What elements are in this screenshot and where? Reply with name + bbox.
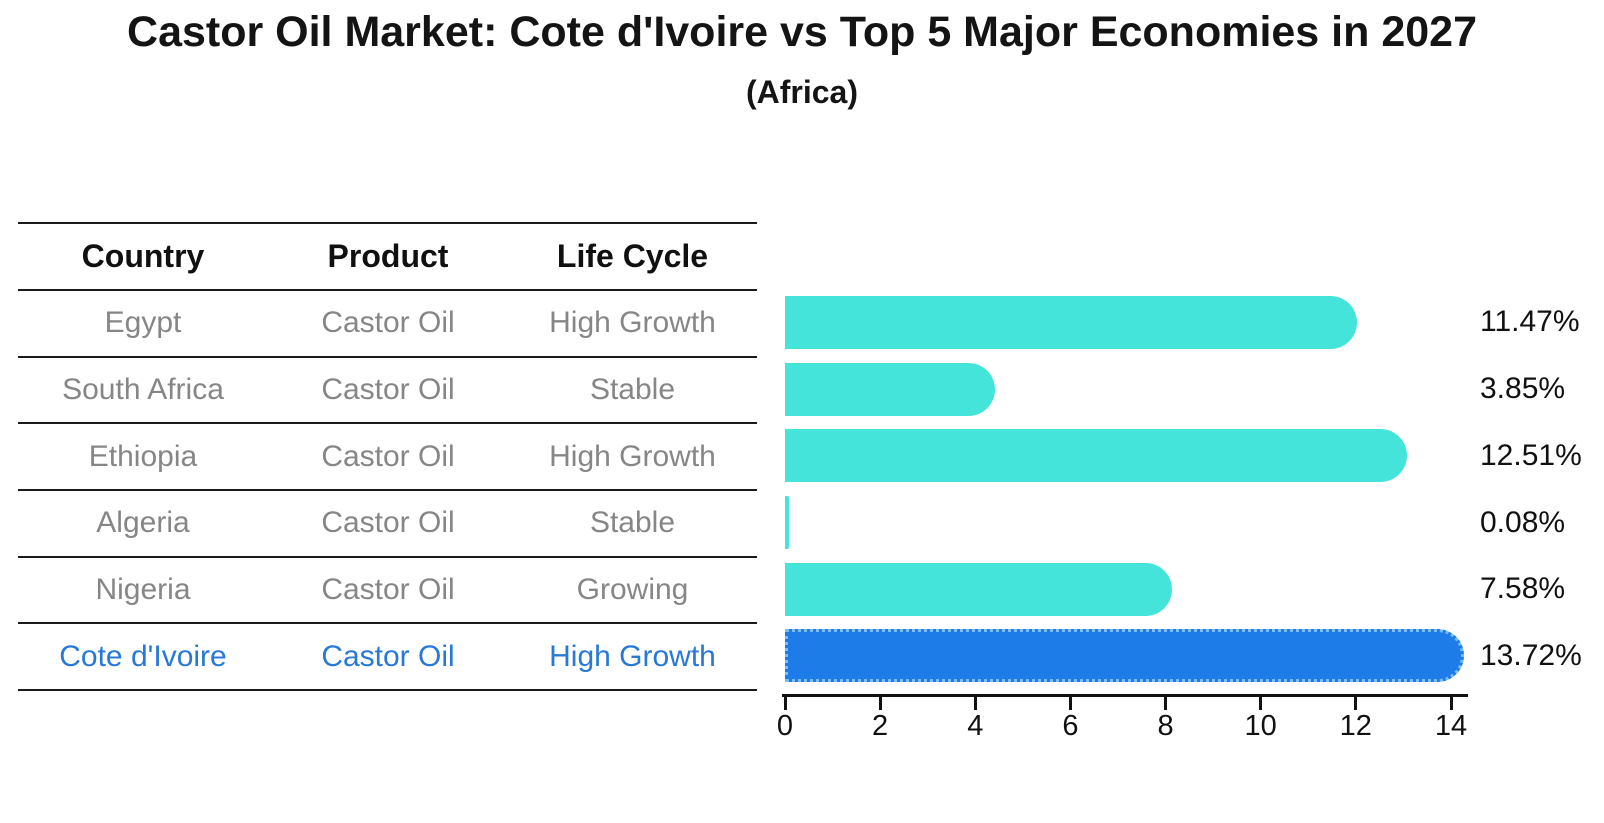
x-tick bbox=[1164, 697, 1168, 710]
value-label: 7.58% bbox=[1480, 572, 1566, 606]
value-label: 11.47% bbox=[1480, 305, 1580, 339]
table-cell: Cote d'Ivoire bbox=[59, 639, 227, 673]
x-tick bbox=[1449, 697, 1453, 710]
table-cell: High Growth bbox=[549, 439, 716, 473]
table-cell: Growing bbox=[576, 573, 689, 607]
table-row: Cote d'Ivoire Castor Oil High Growth bbox=[18, 622, 757, 689]
x-tick-label: 0 bbox=[776, 710, 794, 742]
table-header-cell: Country bbox=[81, 238, 205, 274]
chart-subtitle: (Africa) bbox=[745, 74, 858, 110]
bar bbox=[785, 562, 1173, 616]
x-tick-label: 12 bbox=[1339, 710, 1372, 742]
x-tick-label: 4 bbox=[967, 710, 984, 742]
x-tick bbox=[783, 697, 787, 710]
table-cell: Egypt bbox=[104, 306, 182, 340]
value-label: 0.08% bbox=[1480, 505, 1566, 539]
x-tick bbox=[1068, 697, 1072, 710]
x-axis-line bbox=[782, 694, 1468, 697]
x-tick-label: 10 bbox=[1244, 710, 1277, 742]
table-cell: South Africa bbox=[62, 373, 224, 407]
table-row: Egypt Castor Oil High Growth bbox=[18, 289, 757, 356]
table-header-row: Country Product Life Cycle bbox=[18, 222, 757, 289]
table-row: South Africa Castor Oil Stable bbox=[18, 355, 757, 423]
x-tick bbox=[973, 697, 977, 710]
table-row: Ethiopia Castor Oil High Growth bbox=[18, 422, 757, 489]
x-tick bbox=[1259, 697, 1263, 710]
value-label: 13.72% bbox=[1480, 638, 1582, 672]
table-cell: Castor Oil bbox=[321, 573, 455, 607]
table-cell: Castor Oil bbox=[321, 373, 455, 407]
highlight-bar bbox=[785, 629, 1465, 683]
table-cell: High Growth bbox=[549, 639, 716, 673]
bar bbox=[785, 362, 995, 416]
country-table: Country Product Life Cycle Egypt Castor Oil H… bbox=[18, 222, 757, 692]
table-header-cell: Product bbox=[327, 238, 449, 274]
value-label: 3.85% bbox=[1480, 372, 1566, 406]
bar bbox=[785, 429, 1407, 483]
table-cell: Stable bbox=[589, 506, 676, 540]
x-tick-label: 2 bbox=[872, 710, 889, 742]
x-tick-label: 14 bbox=[1434, 710, 1468, 742]
table-row: Nigeria Castor Oil Growing bbox=[18, 555, 757, 623]
table-cell: Algeria bbox=[96, 506, 190, 540]
chart-title: Castor Oil Market: Cote d'Ivoire vs Top … bbox=[127, 8, 1477, 56]
table-header-cell: Life Cycle bbox=[556, 238, 709, 274]
x-tick-label: 6 bbox=[1062, 710, 1079, 742]
table-cell: High Growth bbox=[549, 306, 716, 340]
x-tick bbox=[1354, 697, 1358, 710]
table-cell: Castor Oil bbox=[321, 639, 455, 673]
table-cell: Nigeria bbox=[95, 573, 191, 607]
bar bbox=[785, 295, 1358, 349]
x-tick-label: 8 bbox=[1157, 710, 1174, 742]
x-tick bbox=[878, 697, 882, 710]
table-cell: Castor Oil bbox=[321, 506, 455, 540]
table-cell: Castor Oil bbox=[321, 306, 455, 340]
table-cell: Stable bbox=[589, 373, 676, 407]
table-cell: Ethiopia bbox=[88, 439, 198, 473]
table-cell: Castor Oil bbox=[321, 439, 455, 473]
table-row: Algeria Castor Oil Stable bbox=[18, 489, 757, 556]
value-label: 12.51% bbox=[1480, 438, 1582, 472]
bar bbox=[785, 495, 789, 549]
